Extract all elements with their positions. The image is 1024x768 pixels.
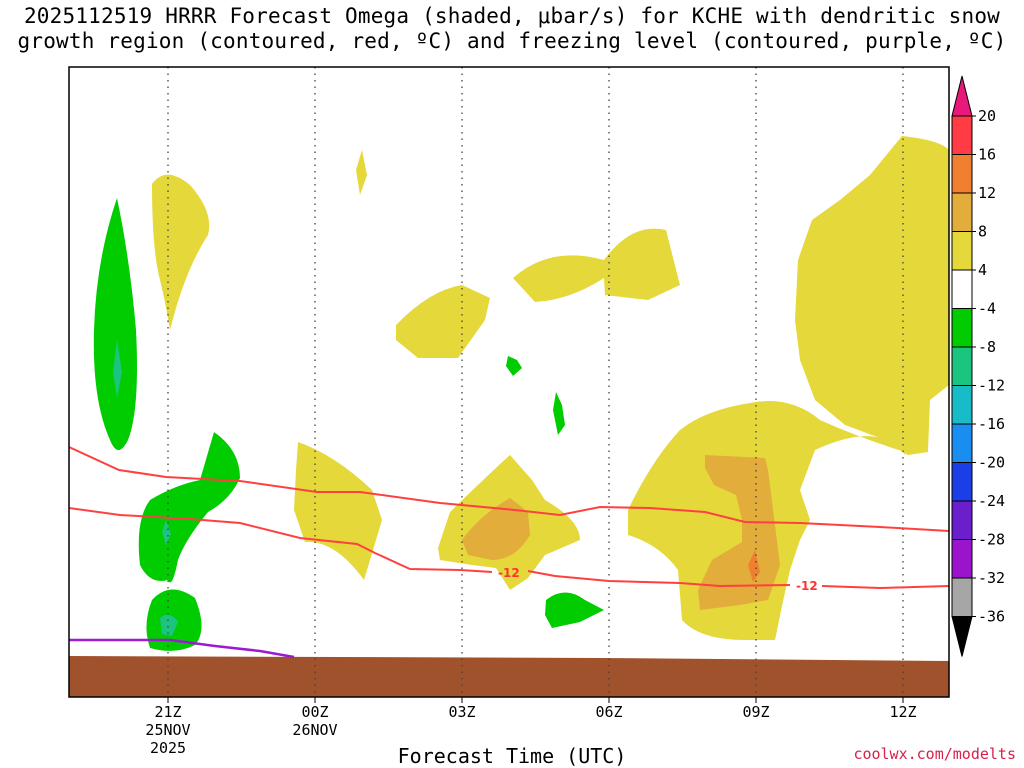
x-tick-label: 06Z [595, 703, 622, 721]
chart-title: 2025112519 HRRR Forecast Omega (shaded, … [0, 4, 1024, 54]
colorbar-label: 16 [978, 146, 996, 164]
colorbar-label: -28 [978, 531, 1005, 549]
omega-region-red-core [748, 550, 760, 582]
colorbar-swatch [951, 269, 973, 309]
omega-region-green [545, 592, 604, 628]
colorbar-label: -8 [978, 338, 996, 356]
omega-region-green [93, 198, 137, 450]
colorbar-label: 4 [978, 261, 987, 279]
x-tick-label: 25NOV [145, 721, 190, 739]
colorbar-label: 20 [978, 107, 996, 125]
colorbar-swatch [951, 577, 973, 617]
omega-region-teal [160, 614, 178, 636]
colorbar-swatch [951, 154, 973, 194]
x-axis-title: Forecast Time (UTC) [397, 744, 627, 768]
colorbar: 20 16 12 8 4 -4 -8 -12 -16 -20 -24 -28 -32 -36 [951, 75, 1005, 657]
colorbar-label: -12 [978, 377, 1005, 395]
colorbar-swatch [951, 308, 973, 348]
colorbar-swatch [951, 462, 973, 502]
dendritic-upper-contour [69, 446, 949, 532]
x-tick-label: 21Z [154, 703, 181, 721]
colorbar-label: -20 [978, 454, 1005, 472]
dendritic-contour-label: -12 [498, 566, 520, 580]
dendritic-lower-contour [527, 570, 791, 588]
contour-lines: -12 -12 [69, 446, 949, 659]
omega-region-teal [162, 520, 171, 545]
colorbar-label: -32 [978, 569, 1005, 587]
colorbar-label: -24 [978, 492, 1005, 510]
colorbar-swatch [951, 423, 973, 463]
chart-title-line-1: 2025112519 HRRR Forecast Omega (shaded, … [23, 4, 1001, 28]
colorbar-swatch [951, 385, 973, 425]
omega-region-orange [462, 498, 530, 560]
colorbar-swatch [951, 500, 973, 540]
x-tick-label: 12Z [889, 703, 916, 721]
omega-region-yellow [628, 136, 949, 640]
colorbar-swatch [951, 115, 973, 155]
omega-region-green [506, 356, 522, 376]
omega-region-green [138, 432, 240, 583]
omega-region-yellow [513, 228, 680, 302]
colorbar-label: -16 [978, 415, 1005, 433]
colorbar-swatch [951, 192, 973, 232]
colorbar-top-arrow [951, 75, 973, 117]
colorbar-swatch [951, 231, 973, 271]
omega-region-yellow [396, 285, 490, 358]
colorbar-swatch [951, 346, 973, 386]
omega-region-yellow [152, 174, 210, 330]
omega-region-yellow [795, 136, 949, 455]
plot-frame [68, 66, 950, 698]
grid-lines [167, 67, 904, 697]
omega-region-teal [113, 340, 122, 398]
x-tick-label: 2025 [150, 739, 186, 757]
chart-title-line-2: growth region (contoured, red, ºC) and f… [17, 29, 1007, 53]
dendritic-lower-contour [821, 585, 949, 590]
credit-link[interactable]: coolwx.com/modelts [853, 745, 1016, 763]
colorbar-label: -4 [978, 300, 996, 318]
colorbar-label: -36 [978, 608, 1005, 626]
omega-region-green [553, 392, 565, 435]
freezing-level-contour [69, 638, 295, 659]
omega-shading-layer [69, 136, 949, 697]
x-tick-label: 26NOV [292, 721, 337, 739]
colorbar-label: 8 [978, 223, 987, 241]
terrain-surface [69, 656, 949, 697]
dendritic-lower-contour [69, 507, 493, 573]
omega-region-yellow [356, 150, 367, 195]
colorbar-bottom-arrow [951, 616, 973, 657]
x-tick-label: 03Z [448, 703, 475, 721]
colorbar-swatch [951, 539, 973, 579]
dendritic-contour-label: -12 [796, 579, 818, 593]
colorbar-label: 12 [978, 184, 996, 202]
x-tick-label: 09Z [742, 703, 769, 721]
x-tick-label: 00Z [301, 703, 328, 721]
